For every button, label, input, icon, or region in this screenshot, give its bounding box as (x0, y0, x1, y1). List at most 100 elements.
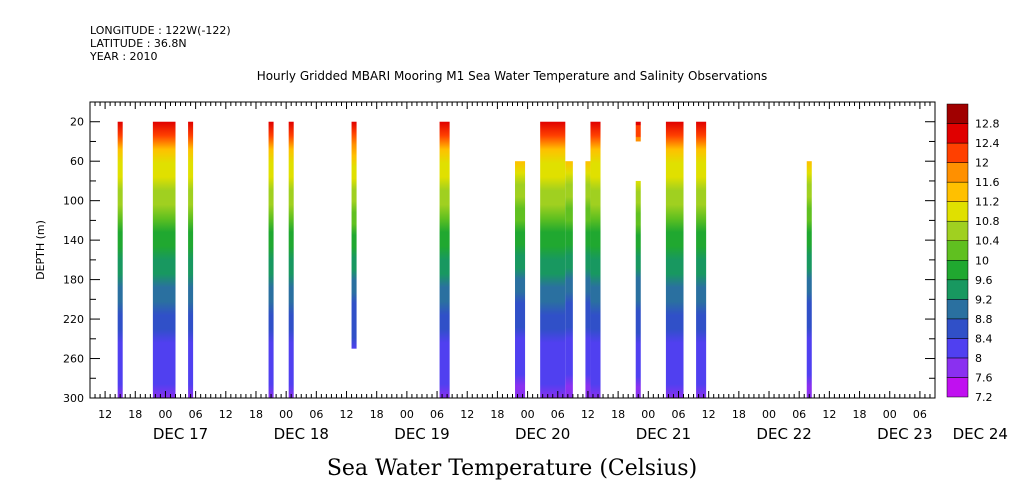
x-tick-label: 00 (521, 408, 535, 421)
legend-swatch (946, 201, 969, 222)
x-tick-label: 06 (792, 408, 806, 421)
x-tick-label: 06 (430, 408, 444, 421)
y-tick-label: 260 (63, 353, 84, 366)
legend-label: 9.6 (975, 274, 993, 287)
y-tick-label: 60 (70, 155, 84, 168)
x-tick-label: 12 (98, 408, 112, 421)
x-tick-label: 18 (490, 408, 504, 421)
x-tick-label: 06 (189, 408, 203, 421)
x-tick-label: 06 (913, 408, 927, 421)
legend-swatch (946, 240, 969, 261)
legend-swatch (946, 123, 969, 144)
data-column (635, 121, 641, 142)
day-label: DEC 24 (953, 425, 1008, 443)
day-label: DEC 21 (636, 425, 691, 443)
chart-title: Hourly Gridded MBARI Mooring M1 Sea Wate… (257, 69, 768, 83)
x-tick-label: 18 (853, 408, 867, 421)
chart-caption: Sea Water Temperature (Celsius) (327, 456, 697, 481)
data-columns (117, 121, 812, 398)
legend-label: 12.8 (975, 118, 1000, 131)
longitude-label: LONGITUDE : 122W(-122) (90, 24, 231, 37)
day-label: DEC 22 (756, 425, 811, 443)
legend-swatch (946, 357, 969, 378)
legend-label: 9.2 (975, 293, 993, 306)
legend-label: 8 (975, 352, 982, 365)
data-column (590, 121, 601, 398)
legend-label: 10 (975, 254, 989, 267)
legend-label: 10.8 (975, 215, 1000, 228)
y-tick-label: 100 (63, 195, 84, 208)
data-column (585, 161, 591, 398)
x-tick-label: 12 (581, 408, 595, 421)
year-label: YEAR : 2010 (90, 50, 158, 63)
x-tick-label: 12 (219, 408, 233, 421)
legend-label: 8.4 (975, 332, 993, 345)
legend-label: 8.8 (975, 313, 993, 326)
data-column (188, 121, 194, 398)
x-tick-label: 00 (158, 408, 172, 421)
data-column (152, 121, 176, 398)
x-tick-label: 06 (671, 408, 685, 421)
legend-label: 10.4 (975, 235, 1000, 248)
x-axis: 12 18 00 06 12 18 00 06 12 18 00 06 12 18 00 06 12 18 00 06… (89, 102, 1008, 443)
x-tick-label: 18 (732, 408, 746, 421)
data-column (439, 121, 450, 398)
x-tick-label: 18 (611, 408, 625, 421)
legend-swatch (946, 142, 969, 163)
data-column (540, 121, 566, 398)
data-column (117, 121, 123, 398)
legend-label: 12 (975, 157, 989, 170)
day-label: DEC 19 (394, 425, 449, 443)
legend-label: 7.2 (975, 391, 993, 404)
x-tick-label: 12 (340, 408, 354, 421)
y-tick-label: 140 (63, 234, 84, 247)
x-tick-label: 12 (702, 408, 716, 421)
legend-swatch (946, 338, 969, 359)
x-tick-label: 18 (370, 408, 384, 421)
y-tick-label: 180 (63, 274, 84, 287)
legend-swatch (946, 279, 969, 300)
legend-swatch (946, 299, 969, 320)
data-column (515, 161, 526, 398)
data-column (665, 121, 684, 398)
x-tick-label: 00 (762, 408, 776, 421)
y-axis-label: DEPTH (m) (34, 220, 47, 280)
latitude-label: LATITUDE : 36.8N (90, 37, 187, 50)
data-column (351, 121, 357, 349)
x-tick-label: 18 (249, 408, 263, 421)
x-tick-label: 00 (641, 408, 655, 421)
x-tick-label: 12 (822, 408, 836, 421)
legend-swatch (946, 318, 969, 339)
y-tick-label: 220 (63, 313, 84, 326)
y-axis: 20 60 100 140 180 220 260 300 (63, 101, 935, 405)
legend-swatch (946, 220, 969, 241)
legend-swatch (946, 181, 969, 202)
x-tick-label: 00 (883, 408, 897, 421)
day-label: DEC 17 (153, 425, 208, 443)
x-tick-label: 06 (551, 408, 565, 421)
x-tick-label: 00 (279, 408, 293, 421)
data-column (268, 121, 274, 398)
data-column (806, 161, 812, 398)
legend-swatch (946, 377, 969, 398)
legend-swatch (946, 103, 969, 124)
data-column (565, 161, 573, 398)
data-column (696, 121, 707, 398)
x-tick-label: 06 (309, 408, 323, 421)
x-tick-label: 00 (400, 408, 414, 421)
data-column (635, 180, 641, 398)
legend-label: 11.2 (975, 196, 1000, 209)
x-tick-label: 12 (460, 408, 474, 421)
day-label: DEC 18 (274, 425, 329, 443)
color-legend: 7.2 7.6 8 8.4 8.8 9.2 9.6 10 10.4 10.8 11.2 11.6 12 1… (946, 103, 1000, 404)
legend-label: 12.4 (975, 137, 1000, 150)
day-label: DEC 20 (515, 425, 570, 443)
legend-swatch (946, 162, 969, 183)
legend-label: 11.6 (975, 176, 1000, 189)
day-label: DEC 23 (877, 425, 932, 443)
x-tick-label: 18 (128, 408, 142, 421)
legend-label: 7.6 (975, 371, 993, 384)
data-column (288, 121, 294, 398)
legend-swatch (946, 260, 969, 281)
